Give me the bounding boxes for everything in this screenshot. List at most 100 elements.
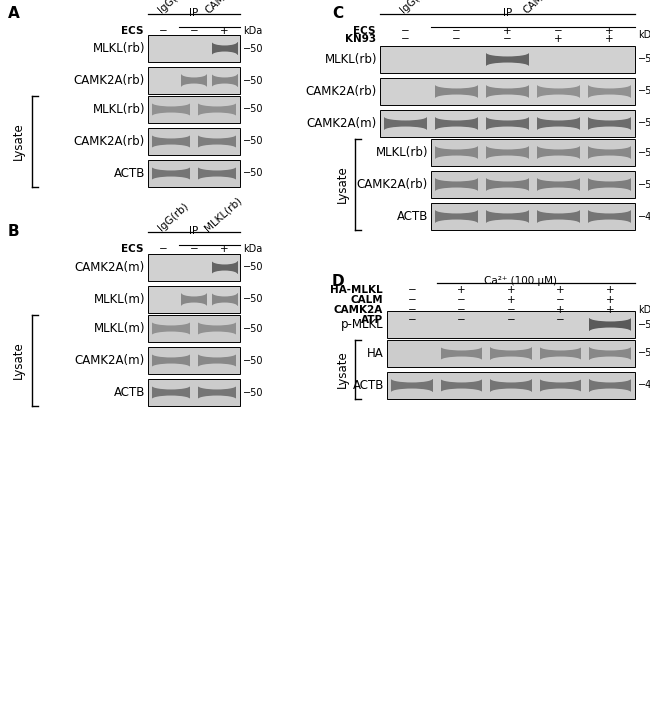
Ellipse shape (212, 303, 237, 310)
Text: −: − (457, 305, 466, 315)
Ellipse shape (212, 70, 237, 77)
Bar (441, 347, 482, 361)
Bar (384, 117, 427, 130)
Bar (148, 347, 240, 374)
Ellipse shape (590, 343, 631, 350)
Bar (151, 354, 190, 367)
Bar (540, 379, 582, 392)
Bar (198, 321, 237, 335)
Bar (148, 286, 240, 313)
Ellipse shape (151, 112, 190, 120)
Text: −: − (457, 295, 466, 305)
Text: −50: −50 (243, 169, 263, 179)
Bar (435, 210, 478, 223)
Ellipse shape (486, 62, 529, 70)
Bar (490, 379, 532, 392)
Text: CAMK2A(rb): CAMK2A(rb) (357, 178, 428, 191)
Ellipse shape (435, 95, 478, 102)
Bar (486, 146, 529, 159)
Ellipse shape (198, 145, 237, 152)
Text: kDa: kDa (638, 30, 650, 40)
Text: +: + (220, 26, 229, 36)
Text: +: + (503, 26, 512, 36)
Ellipse shape (486, 95, 529, 102)
Text: −: − (408, 305, 416, 315)
Text: B: B (8, 224, 20, 239)
Ellipse shape (537, 81, 580, 88)
Ellipse shape (151, 332, 190, 339)
Bar (212, 292, 237, 306)
Text: HA: HA (367, 347, 384, 360)
Text: IgG(m): IgG(m) (399, 0, 432, 15)
Bar (537, 117, 580, 130)
Text: −55: −55 (638, 86, 650, 96)
Text: ECS: ECS (354, 26, 376, 36)
Ellipse shape (588, 95, 631, 102)
Bar (387, 311, 635, 338)
Bar (537, 178, 580, 191)
Text: ECS: ECS (122, 244, 144, 254)
Bar (431, 171, 635, 198)
Text: −40: −40 (638, 381, 650, 390)
Text: −50: −50 (243, 355, 263, 366)
Ellipse shape (588, 188, 631, 195)
Ellipse shape (151, 382, 190, 390)
Text: −: − (408, 315, 416, 325)
Ellipse shape (435, 113, 478, 120)
Ellipse shape (391, 375, 433, 382)
Bar (212, 74, 237, 88)
Ellipse shape (540, 375, 582, 382)
Bar (148, 128, 240, 155)
Bar (441, 379, 482, 392)
Ellipse shape (198, 332, 237, 339)
Text: −55: −55 (638, 348, 650, 358)
Text: CAMK2A(m): CAMK2A(m) (307, 117, 377, 130)
Text: MLKL(rb): MLKL(rb) (92, 42, 145, 55)
Bar (540, 347, 582, 361)
Ellipse shape (441, 375, 482, 382)
Text: Lysate: Lysate (335, 166, 348, 203)
Bar (435, 85, 478, 98)
Text: HA-MLKL: HA-MLKL (330, 285, 383, 295)
Ellipse shape (588, 142, 631, 149)
Text: −: − (401, 34, 410, 44)
Bar (148, 35, 240, 62)
Text: −50: −50 (243, 43, 263, 54)
Text: ACTB: ACTB (396, 210, 428, 223)
Ellipse shape (198, 318, 237, 326)
Bar (181, 74, 207, 88)
Ellipse shape (181, 70, 207, 77)
Ellipse shape (151, 395, 190, 403)
Ellipse shape (486, 206, 529, 214)
Ellipse shape (181, 83, 207, 91)
Text: −: − (457, 315, 466, 325)
Text: −50: −50 (243, 324, 263, 334)
Ellipse shape (588, 206, 631, 214)
Ellipse shape (588, 219, 631, 227)
Text: −55: −55 (638, 319, 650, 329)
Text: −: − (190, 26, 198, 36)
Text: CAMK2A(m): CAMK2A(m) (75, 354, 145, 367)
Text: +: + (556, 305, 565, 315)
Text: −55: −55 (638, 180, 650, 190)
Bar (486, 117, 529, 130)
Ellipse shape (537, 113, 580, 120)
Text: −: − (452, 26, 461, 36)
Text: +: + (507, 295, 515, 305)
Bar (148, 315, 240, 342)
Ellipse shape (212, 83, 237, 91)
Ellipse shape (151, 163, 190, 170)
Bar (431, 203, 635, 230)
Text: −: − (556, 315, 565, 325)
Ellipse shape (212, 38, 237, 46)
Text: ECS: ECS (122, 26, 144, 36)
Ellipse shape (441, 389, 482, 396)
Bar (198, 135, 237, 148)
Ellipse shape (490, 356, 532, 364)
Ellipse shape (151, 177, 190, 184)
Text: MLKL(rb): MLKL(rb) (203, 195, 244, 233)
Ellipse shape (198, 177, 237, 184)
Bar (590, 379, 631, 392)
Text: CAMK2A(m): CAMK2A(m) (75, 261, 145, 274)
Ellipse shape (537, 206, 580, 214)
